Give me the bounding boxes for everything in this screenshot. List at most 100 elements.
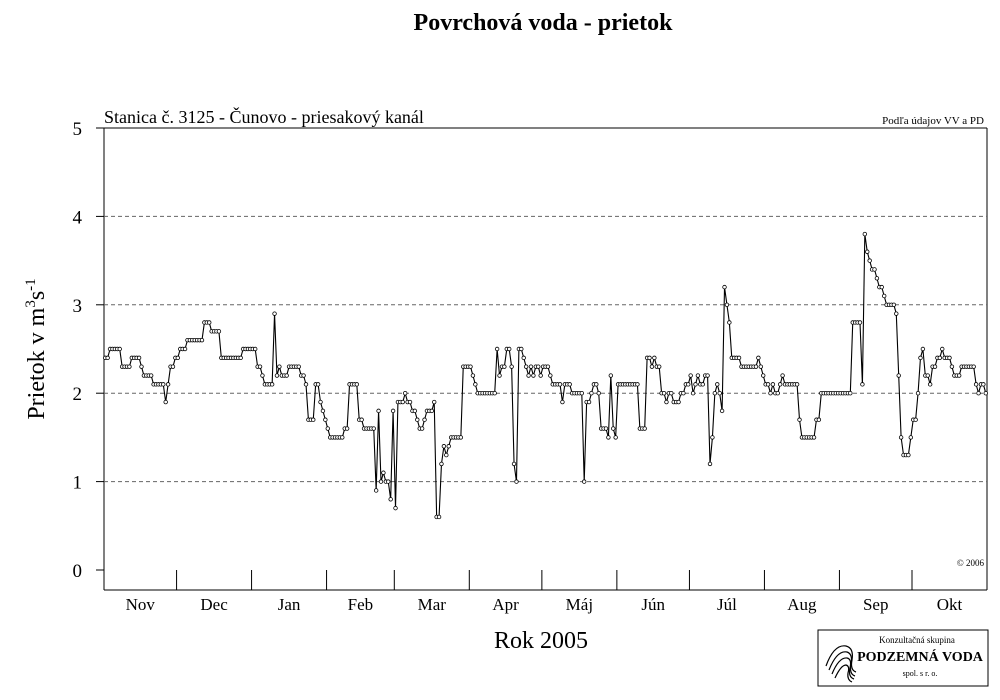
data-point: [894, 311, 899, 316]
source-note: Podľa údajov VV a PD: [882, 115, 984, 127]
data-point: [139, 364, 144, 369]
data-point: [432, 399, 437, 405]
data-point: [390, 408, 396, 414]
copyright: © 2006: [957, 558, 985, 568]
data-point: [973, 382, 979, 387]
data-point: [611, 426, 616, 431]
data-point: [606, 435, 611, 440]
x-tick-label: Jún: [641, 595, 665, 614]
data-point: [940, 346, 945, 352]
data-point: [753, 364, 759, 369]
data-point: [514, 479, 519, 484]
x-tick-label: Nov: [126, 595, 156, 614]
logo: Konzultačná skupina PODZEMNÁ VODA spol. …: [817, 629, 989, 687]
data-point: [393, 505, 398, 511]
data-point: [794, 382, 800, 387]
data-point: [865, 249, 870, 254]
data-point: [415, 417, 420, 422]
data-point: [521, 355, 526, 361]
data-point: [303, 382, 309, 387]
data-point: [252, 346, 258, 352]
data-point: [891, 302, 897, 307]
data-point: [927, 382, 933, 387]
data-point: [647, 355, 652, 361]
data-point: [686, 382, 691, 387]
data-point: [538, 373, 543, 378]
data-point: [386, 479, 391, 484]
data-point: [446, 444, 451, 449]
data-point: [761, 373, 766, 378]
data-point: [736, 355, 742, 361]
data-point: [400, 399, 405, 405]
data-point: [257, 364, 263, 369]
data-point: [688, 373, 693, 378]
data-point: [669, 391, 674, 396]
data-point: [458, 435, 464, 440]
data-point: [344, 426, 350, 431]
subtitle: Stanica č. 3125 - Čunovo - priesakový ka…: [104, 106, 424, 127]
data-point: [422, 417, 427, 422]
data-point: [296, 364, 301, 369]
data-point: [441, 444, 447, 449]
x-tick-label: Sep: [863, 595, 889, 614]
data-point: [971, 364, 976, 369]
data-point: [705, 373, 710, 378]
x-tick-label: Feb: [348, 595, 374, 614]
data-point: [594, 382, 599, 387]
data-point: [523, 364, 529, 369]
y-label-sup: 3: [23, 300, 39, 308]
data-point: [608, 373, 614, 378]
data-point: [811, 435, 817, 440]
data-point: [182, 346, 188, 352]
data-point: [468, 364, 473, 369]
data-point: [635, 382, 640, 387]
data-point: [690, 391, 696, 396]
data-point: [879, 284, 884, 290]
data-point: [470, 373, 476, 378]
y-axis-label: Prietok v m3s-1: [23, 278, 50, 419]
y-label-mid: s: [24, 291, 50, 300]
data-point: [272, 311, 277, 316]
data-point: [260, 373, 265, 378]
data-point: [170, 364, 176, 369]
data-point: [388, 497, 393, 502]
data-point: [545, 364, 551, 369]
data-point: [898, 435, 904, 440]
data-point: [548, 373, 553, 378]
data-point: [436, 514, 442, 520]
data-point: [896, 373, 901, 378]
data-point: [717, 391, 722, 396]
data-point: [402, 391, 408, 396]
data-point: [727, 320, 732, 325]
x-tick-label: Jan: [278, 595, 301, 614]
y-tick-label: 2: [73, 384, 83, 405]
data-point: [511, 461, 517, 467]
data-point: [323, 417, 328, 422]
data-point: [693, 382, 698, 387]
data-point: [920, 346, 926, 352]
y-tick-label: 4: [73, 207, 83, 228]
data-point: [284, 373, 289, 378]
data-point: [661, 391, 667, 396]
data-point: [758, 364, 764, 369]
data-point: [700, 382, 705, 387]
data-point: [981, 382, 986, 387]
data-point: [915, 391, 921, 396]
data-point: [216, 329, 222, 334]
data-point: [676, 399, 681, 405]
logo-line3: spol. s r. o.: [903, 669, 938, 678]
data-point: [681, 391, 686, 396]
data-point: [269, 382, 275, 387]
data-point: [531, 373, 536, 378]
data-point: [439, 461, 444, 467]
x-tick-label: Okt: [937, 595, 963, 614]
data-point: [315, 382, 321, 387]
data-point: [502, 364, 507, 369]
data-point: [949, 364, 955, 369]
data-point: [860, 382, 865, 387]
data-point: [165, 382, 171, 387]
data-point: [780, 373, 785, 378]
data-point: [507, 346, 512, 352]
data-point: [371, 426, 376, 431]
